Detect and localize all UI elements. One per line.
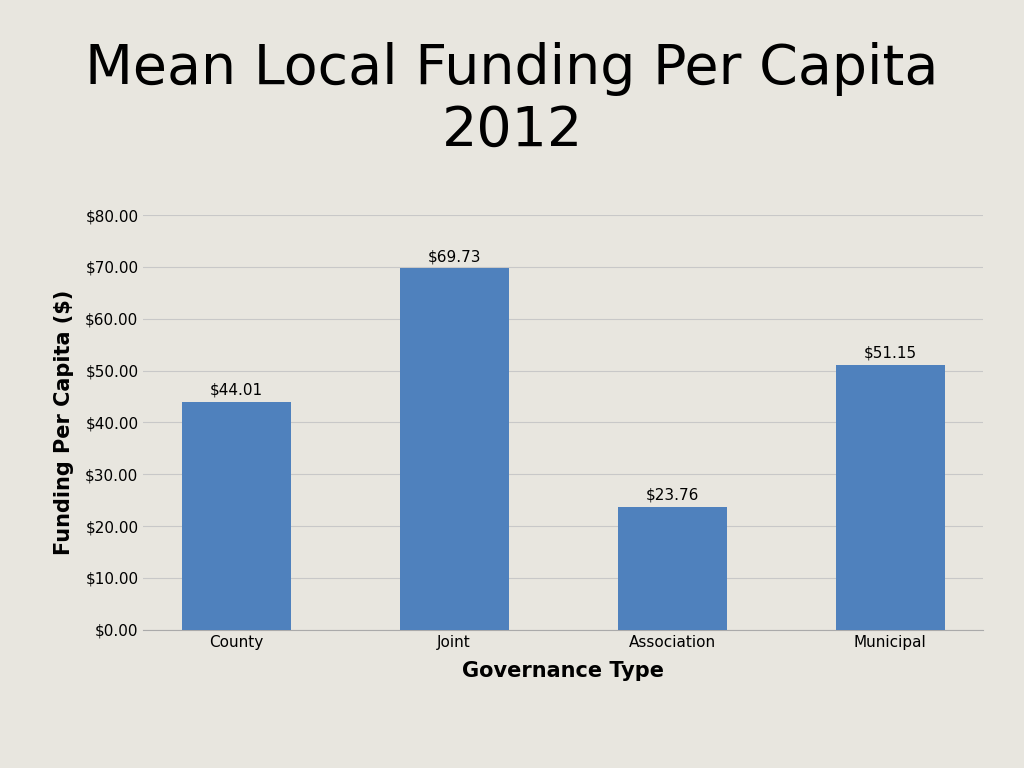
X-axis label: Governance Type: Governance Type <box>462 660 665 680</box>
Bar <box>399 268 509 630</box>
Text: $51.15: $51.15 <box>864 346 916 360</box>
Bar <box>617 507 727 630</box>
Bar <box>181 402 291 630</box>
Y-axis label: Funding Per Capita ($): Funding Per Capita ($) <box>54 290 74 555</box>
Text: $44.01: $44.01 <box>210 382 262 398</box>
Bar <box>836 365 945 630</box>
Text: $23.76: $23.76 <box>645 488 699 502</box>
Text: Mean Local Funding Per Capita
2012: Mean Local Funding Per Capita 2012 <box>85 41 939 158</box>
Text: $69.73: $69.73 <box>427 249 481 264</box>
